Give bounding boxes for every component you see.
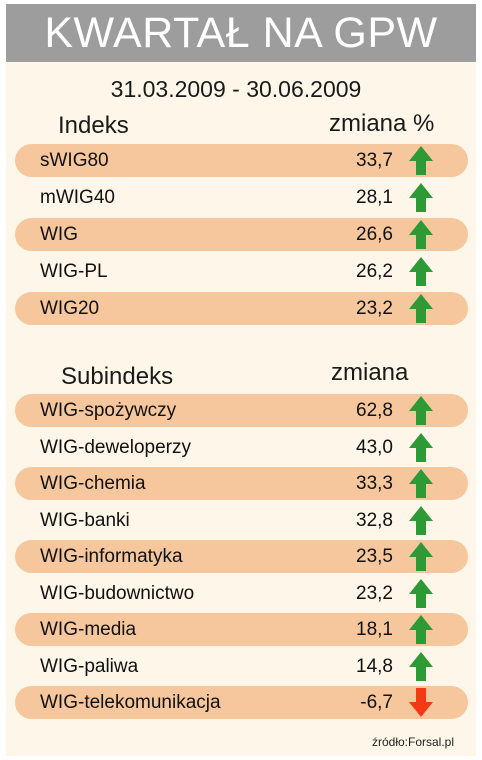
row-value: -6,7 bbox=[360, 692, 393, 713]
row-name: WIG-deweloperzy bbox=[40, 436, 191, 458]
row-value: 26,2 bbox=[356, 261, 393, 282]
row-name: WIG bbox=[40, 224, 78, 245]
table-row: WIG-paliwa 14,8 bbox=[15, 650, 468, 683]
row-name: WIG20 bbox=[40, 298, 100, 319]
row-name: WIG-telekomunikacja bbox=[40, 692, 221, 713]
arrow-up-icon bbox=[408, 578, 434, 609]
arrow-up-icon bbox=[408, 182, 434, 213]
column-header-subindex: Subindeks bbox=[61, 363, 174, 390]
table-row: WIG-informatyka 23,5 bbox=[15, 540, 468, 573]
row-value: 26,6 bbox=[356, 224, 393, 245]
table-row: WIG-media 18,1 bbox=[15, 613, 468, 646]
table-row: WIG-deweloperzy 43,0 bbox=[15, 431, 468, 464]
arrow-up-icon bbox=[408, 293, 434, 324]
row-value: 33,7 bbox=[356, 150, 393, 171]
row-value: 23,2 bbox=[356, 298, 393, 319]
column-header-change: zmiana % bbox=[329, 110, 435, 137]
arrow-up-icon bbox=[408, 432, 434, 463]
source-credit: źródło:Forsal.pl bbox=[371, 735, 454, 749]
row-value: 32,8 bbox=[356, 509, 393, 531]
row-value: 28,1 bbox=[356, 187, 393, 208]
table-row: WIG-banki 32,8 bbox=[15, 504, 468, 537]
arrow-up-icon bbox=[408, 145, 434, 176]
row-name: sWIG80 bbox=[40, 150, 109, 171]
row-value: 62,8 bbox=[356, 400, 393, 421]
row-value: 23,5 bbox=[356, 546, 393, 567]
title: KWARTAŁ NA GPW bbox=[6, 4, 476, 62]
row-name: WIG-budownictwo bbox=[40, 582, 195, 604]
row-name: WIG-paliwa bbox=[40, 655, 139, 677]
arrow-up-icon bbox=[408, 541, 434, 572]
column-header-change-2: zmiana bbox=[331, 359, 409, 386]
row-name: WIG-spożywczy bbox=[40, 400, 177, 421]
arrow-down-icon bbox=[408, 687, 434, 718]
row-name: WIG-informatyka bbox=[40, 546, 183, 567]
row-value: 33,3 bbox=[356, 473, 393, 494]
arrow-up-icon bbox=[408, 219, 434, 250]
row-value: 14,8 bbox=[356, 655, 393, 677]
date-range: 31.03.2009 - 30.06.2009 bbox=[110, 76, 362, 102]
row-name: WIG-media bbox=[40, 619, 137, 640]
table-row: WIG-PL 26,2 bbox=[15, 255, 468, 288]
table-row: mWIG40 28,1 bbox=[15, 181, 468, 214]
arrow-up-icon bbox=[408, 468, 434, 499]
infographic-card: KWARTAŁ NA GPW 31.03.2009 - 30.06.2009 I… bbox=[6, 4, 476, 756]
table-row: WIG-spożywczy 62,8 bbox=[15, 394, 468, 427]
arrow-up-icon bbox=[408, 505, 434, 536]
table-row: WIG-chemia 33,3 bbox=[15, 467, 468, 500]
table-row: WIG-budownictwo 23,2 bbox=[15, 577, 468, 610]
row-name: WIG-PL bbox=[40, 261, 108, 282]
arrow-up-icon bbox=[408, 256, 434, 287]
row-value: 43,0 bbox=[356, 436, 393, 458]
table-row: WIG-telekomunikacja -6,7 bbox=[15, 686, 468, 719]
arrow-up-icon bbox=[408, 395, 434, 426]
row-value: 23,2 bbox=[356, 582, 393, 604]
table-row: WIG 26,6 bbox=[15, 218, 468, 251]
row-name: WIG-banki bbox=[40, 509, 130, 531]
arrow-up-icon bbox=[408, 651, 434, 682]
column-header-index: Indeks bbox=[58, 112, 129, 139]
row-name: mWIG40 bbox=[40, 187, 115, 208]
row-value: 18,1 bbox=[356, 619, 393, 640]
arrow-up-icon bbox=[408, 614, 434, 645]
table-row: sWIG80 33,7 bbox=[15, 144, 468, 177]
row-name: WIG-chemia bbox=[40, 473, 146, 494]
table-row: WIG20 23,2 bbox=[15, 292, 468, 325]
